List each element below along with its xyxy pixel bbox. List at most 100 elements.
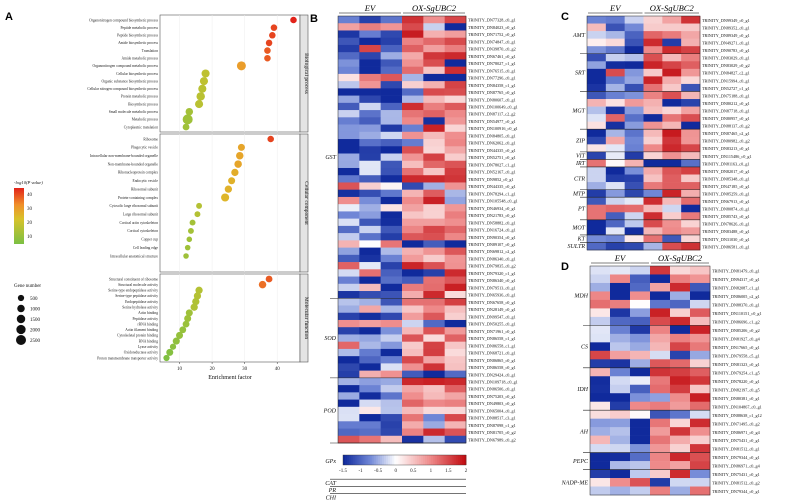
gC-cell — [605, 46, 625, 55]
gB-cell — [338, 81, 360, 89]
gD-cell — [630, 342, 651, 352]
panel-a-term-label: Structural molecule activity — [118, 283, 158, 287]
panel-a-bubble — [270, 24, 278, 31]
panel-a-color-legend-title: -log10(P value) — [14, 180, 43, 185]
gB-cell — [359, 23, 381, 31]
gB-cell — [423, 59, 445, 67]
panel-a-term-label: Amide biosynthetic process — [118, 41, 159, 45]
gB-cell — [359, 356, 381, 364]
gB-cell — [380, 131, 403, 140]
gB-cell — [423, 370, 445, 379]
panel-a-term-label: Oxidoreductase activity — [124, 351, 158, 355]
gB-cell — [359, 182, 381, 190]
gB-group-label-chi: CHI — [326, 495, 337, 501]
gB-cell — [423, 211, 445, 219]
gB-row-label: TRINITY_DN86558_c1_g1 — [468, 336, 516, 341]
gB-cell — [338, 414, 360, 422]
gC-cell — [681, 68, 701, 77]
gC-cell — [662, 68, 682, 77]
color-scale-segment — [461, 455, 465, 465]
gC-cell — [643, 219, 663, 228]
gB-cell — [380, 276, 403, 285]
gC-cell — [624, 31, 644, 39]
gB-cell — [444, 414, 467, 422]
gC-cell — [681, 136, 701, 145]
color-scale-segment — [379, 455, 383, 465]
gD-cell — [670, 410, 691, 419]
gB-cell — [380, 189, 403, 198]
panel-a-term-label: Peptide biosynthetic process — [117, 34, 159, 38]
gD-cell — [670, 299, 691, 309]
gD-cell — [690, 435, 711, 445]
gC-row-label: TRINITY_DN49271_c0_g1 — [702, 41, 750, 46]
gB-cell — [359, 414, 381, 422]
gD-row-label: TRINITY_DN88638_c1_g12 — [712, 413, 762, 418]
gB-cell — [402, 110, 424, 118]
gC-cell — [624, 189, 644, 198]
color-scale-segment — [357, 455, 360, 465]
panel-b-label: B — [310, 13, 318, 25]
panel-a-term-label: Peptidase activity — [133, 317, 159, 321]
gC-cell — [605, 38, 625, 47]
gD-cell — [650, 325, 671, 335]
gB-cell — [423, 356, 445, 364]
gB-cell — [402, 81, 424, 89]
gB-cell — [380, 124, 403, 133]
gD-cell — [670, 308, 691, 318]
gB-row-label: TRINITY_DN21783_c0_g1 — [468, 213, 516, 218]
gD-cell — [590, 444, 611, 453]
gD-cell — [650, 274, 671, 284]
gB-cell — [338, 262, 360, 270]
gB-cell — [380, 37, 403, 46]
gC-cell — [605, 68, 625, 77]
gD-cell — [610, 282, 631, 292]
panel-a-bubble — [184, 244, 191, 251]
gD-cell — [630, 350, 651, 360]
gB-cell — [338, 37, 360, 46]
gD-row-label: TRINITY_DN79254_c1_g5 — [712, 370, 760, 375]
gC-cell — [587, 219, 607, 228]
gD-cell — [670, 342, 691, 352]
gB-cell — [402, 131, 424, 140]
gD-cell — [630, 427, 651, 436]
panel-a-color-legend-tick: 20 — [27, 221, 33, 226]
gD-cell — [650, 393, 671, 403]
panel-a-term-label: Copper cup — [141, 238, 158, 242]
gB-cell — [402, 341, 424, 350]
gB-cell — [402, 305, 424, 314]
gB-cell — [359, 160, 381, 169]
gD-cell — [670, 350, 691, 360]
gB-cell — [359, 167, 381, 176]
gD-cell — [650, 291, 671, 301]
gB-group-label-pr: PR — [328, 488, 337, 494]
panel-a-term-label: Endocytic vesicle — [133, 179, 159, 183]
gC-cell — [643, 114, 663, 122]
gB-cell — [444, 124, 467, 133]
gB-cell — [423, 406, 445, 415]
gB-cell — [423, 421, 445, 429]
gC-cell — [662, 16, 682, 24]
gC-cell — [624, 204, 644, 213]
gB-cell — [338, 283, 360, 292]
gB-cell — [359, 73, 381, 82]
gB-cell — [338, 218, 360, 227]
gC-cell — [681, 83, 701, 92]
gB-cell — [423, 276, 445, 285]
gB-cell — [380, 23, 403, 31]
gC-cell — [662, 121, 682, 130]
gB-row-label: TRINITY_DN39870_c0_g2 — [468, 47, 516, 52]
gC-cell — [643, 83, 663, 92]
gB-cell — [423, 124, 445, 133]
gC-cell — [605, 204, 625, 213]
panel-a-box-molecular-function — [159, 273, 301, 363]
gD-cell — [610, 291, 631, 301]
gB-cell — [444, 139, 467, 147]
gD-cell — [610, 427, 631, 436]
gB-cell — [380, 30, 403, 39]
gB-cell — [423, 414, 445, 422]
panel-a-strip-molecular-function — [299, 273, 309, 363]
gB-cell — [444, 37, 467, 46]
gC-cell — [681, 219, 701, 228]
gB-row-label: TRINITY_DN86506_c0_g1 — [468, 387, 516, 392]
gB-cell — [380, 146, 403, 154]
